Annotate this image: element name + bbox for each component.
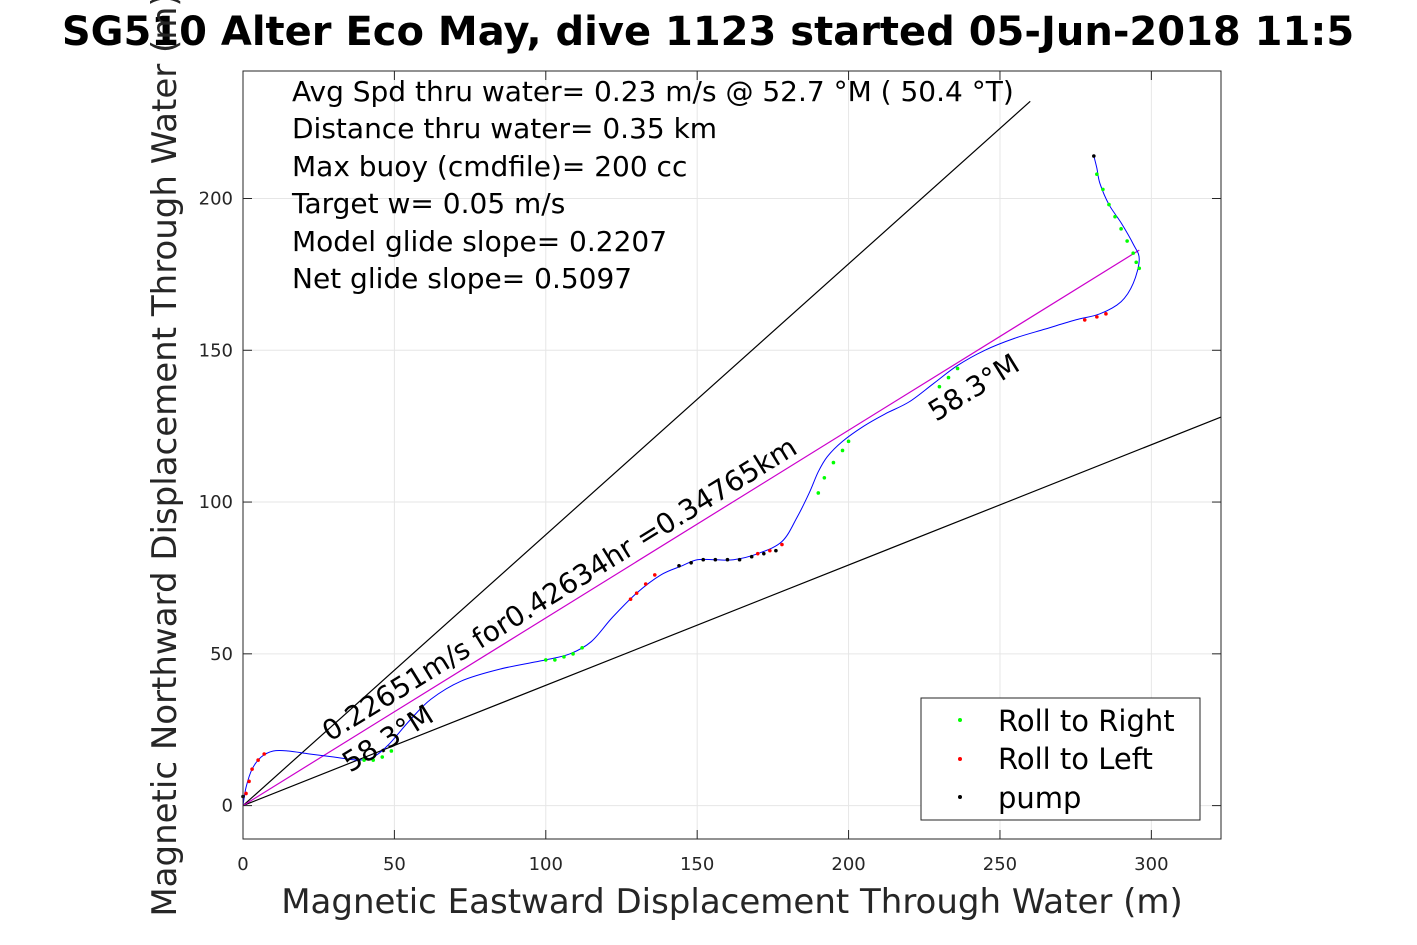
point-roll-to-right: [380, 755, 385, 759]
point-roll-to-left: [244, 791, 248, 796]
point-roll-to-right: [1131, 251, 1135, 255]
point-roll-to-left: [1104, 312, 1108, 316]
annotation-net-glide: Net glide slope= 0.5097: [292, 262, 632, 295]
axis-ticks: 0 50 100 150 200 250 300 0 50 100 150 200: [199, 71, 1221, 875]
y-tick-label: 200: [199, 188, 233, 209]
points-layer: [241, 154, 1142, 799]
legend-label-pump: pump: [998, 781, 1081, 815]
point-pump: [1092, 154, 1096, 158]
y-tick-label: 0: [222, 796, 233, 817]
reference-line-net-track: [242, 249, 1140, 807]
y-tick-label: 100: [199, 492, 233, 513]
reference-line-lower-bound: [242, 416, 1222, 807]
legend-marker-roll-right: [958, 718, 962, 722]
x-tick-label: 300: [1134, 854, 1168, 875]
point-roll-to-left: [768, 548, 772, 553]
legend-label-roll-left: Roll to Left: [998, 742, 1153, 776]
x-tick-label: 200: [831, 854, 865, 875]
point-pump: [701, 557, 706, 562]
annotation-target-w: Target w= 0.05 m/s: [291, 187, 565, 220]
x-axis-label: Magnetic Eastward Displacement Through W…: [281, 882, 1183, 922]
point-pump: [761, 551, 766, 556]
point-roll-to-left: [250, 767, 254, 771]
x-tick-label: 250: [983, 854, 1017, 875]
annotation-avg-speed: Avg Spd thru water= 0.23 m/s @ 52.7 °M (…: [292, 75, 1014, 108]
point-pump: [774, 548, 778, 553]
point-pump: [737, 557, 742, 562]
point-roll-to-right: [553, 658, 557, 662]
x-tick-label: 100: [529, 854, 563, 875]
point-roll-to-right: [571, 652, 575, 656]
legend-label-roll-right: Roll to Right: [998, 704, 1175, 738]
point-roll-to-right: [1095, 172, 1099, 177]
legend-marker-roll-left: [958, 757, 962, 761]
point-roll-to-left: [652, 573, 657, 577]
point-roll-to-left: [628, 597, 633, 601]
point-roll-to-right: [362, 758, 366, 762]
x-tick-label: 0: [237, 854, 248, 875]
x-tick-label: 50: [383, 854, 406, 875]
annotation-distance: Distance thru water= 0.35 km: [292, 112, 717, 145]
point-roll-to-right: [1134, 260, 1139, 265]
point-roll-to-left: [256, 758, 260, 762]
reference-line-upper-bound: [242, 100, 1031, 807]
point-roll-to-right: [937, 384, 942, 389]
point-roll-to-left: [262, 752, 266, 756]
point-roll-to-right: [1137, 266, 1142, 271]
point-pump: [689, 560, 693, 565]
legend-box: [920, 697, 1201, 821]
point-roll-to-right: [846, 439, 851, 444]
x-tick-label: 150: [680, 854, 714, 875]
point-roll-to-right: [543, 658, 548, 662]
point-roll-to-right: [1101, 187, 1105, 192]
point-roll-to-right: [371, 758, 375, 762]
point-roll-to-right: [831, 460, 836, 465]
point-roll-to-left: [247, 779, 251, 784]
annotation-block: Avg Spd thru water= 0.23 m/s @ 52.7 °M (…: [291, 75, 1014, 295]
point-roll-to-left: [1082, 318, 1087, 322]
point-roll-to-right: [955, 366, 960, 371]
point-roll-to-right: [1113, 214, 1117, 219]
point-roll-to-right: [1125, 239, 1129, 243]
point-roll-to-right: [816, 491, 821, 495]
point-roll-to-right: [580, 645, 584, 650]
point-roll-to-right: [946, 375, 951, 380]
point-roll-to-left: [643, 582, 648, 586]
point-pump: [713, 557, 718, 562]
chart-title: SG510 Alter Eco May, dive 1123 started 0…: [62, 9, 1354, 55]
y-tick-label: 150: [199, 340, 233, 361]
point-roll-to-right: [822, 475, 827, 480]
point-roll-to-left: [1095, 315, 1099, 319]
y-axis-label: Magnetic Northward Displacement Through …: [145, 0, 185, 917]
annotation-max-buoy: Max buoy (cmdfile)= 200 cc: [292, 150, 687, 183]
point-roll-to-right: [1107, 202, 1111, 207]
reference-lines: [242, 100, 1222, 807]
point-roll-to-right: [389, 749, 394, 753]
point-roll-to-left: [634, 591, 639, 595]
point-roll-to-right: [1119, 227, 1123, 231]
plot-frame: [242, 70, 1222, 840]
point-pump: [677, 563, 681, 568]
point-roll-to-right: [562, 655, 566, 659]
point-roll-to-left: [780, 542, 784, 547]
annotation-model-glide: Model glide slope= 0.2207: [292, 225, 667, 258]
point-roll-to-left: [755, 551, 760, 556]
legend: Roll to Right Roll to Left pump: [920, 697, 1201, 821]
legend-marker-pump: [958, 795, 962, 799]
point-roll-to-right: [840, 448, 845, 453]
y-tick-label: 50: [210, 644, 233, 665]
point-pump: [725, 557, 730, 562]
point-pump: [749, 554, 754, 559]
